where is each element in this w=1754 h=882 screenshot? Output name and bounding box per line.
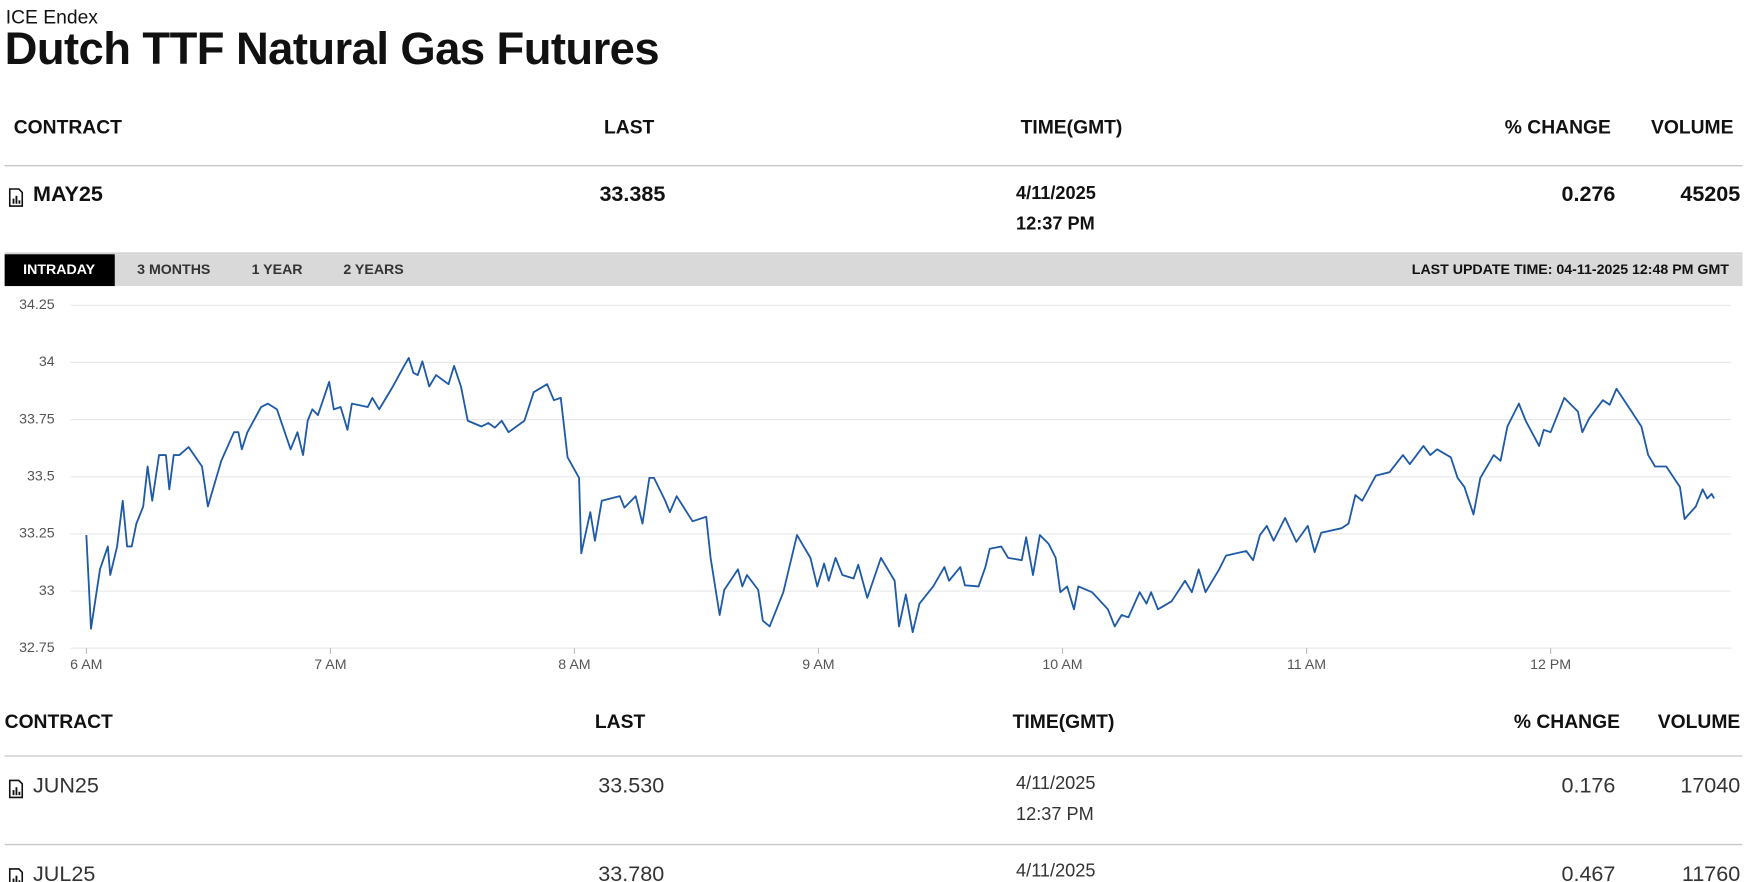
column-header: VOLUME (1651, 117, 1734, 138)
contract[interactable]: JUL25 (33, 861, 95, 882)
column-header: TIME(GMT) (1021, 117, 1123, 138)
date: 4/11/2025 (1016, 773, 1095, 793)
y-tick-label: 33 (39, 583, 55, 599)
tab[interactable]: 2 YEARS (343, 262, 403, 278)
date: 4/11/2025 (1016, 183, 1096, 203)
column-header: CONTRACT (5, 712, 113, 733)
volume: 11760 (1682, 861, 1740, 882)
y-tick-label: 32.75 (19, 640, 55, 656)
tab[interactable]: 3 MONTHS (137, 262, 210, 278)
active-tab[interactable] (4, 254, 115, 287)
y-tick-label: 33.5 (27, 469, 55, 485)
change: 0.467 (1561, 861, 1615, 882)
column-header: LAST (595, 712, 646, 733)
contract[interactable]: MAY25 (33, 181, 103, 206)
volume: 17040 (1680, 772, 1740, 797)
x-tick-label: 11 AM (1287, 657, 1326, 673)
last: 33.780 (598, 861, 664, 882)
y-tick-label: 33.75 (19, 411, 55, 427)
x-tick-label: 6 AM (70, 657, 102, 673)
x-tick-label: 8 AM (558, 657, 590, 673)
last-update: LAST UPDATE TIME: 04-11-2025 12:48 PM GM… (1412, 262, 1729, 278)
y-tick-label: 33.25 (19, 526, 55, 542)
x-tick-label: 12 PM (1530, 657, 1571, 673)
x-tick-label: 10 AM (1042, 657, 1082, 673)
tab[interactable]: INTRADAY (23, 262, 95, 278)
chart-icon[interactable] (8, 188, 24, 207)
column-header: % CHANGE (1514, 712, 1620, 733)
last: 33.530 (598, 772, 664, 797)
tab[interactable]: 1 YEAR (252, 262, 303, 278)
x-tick-label: 9 AM (802, 657, 834, 673)
y-tick-label: 34.25 (19, 297, 55, 313)
chart-icon[interactable] (8, 868, 24, 882)
column-header: VOLUME (1658, 712, 1741, 733)
column-header: TIME(GMT) (1013, 712, 1115, 733)
exchange: ICE Endex (6, 7, 99, 28)
column-header: LAST (604, 117, 655, 138)
tab-bar (4, 254, 1743, 287)
last: 33.385 (599, 181, 665, 206)
date: 4/11/2025 (1016, 861, 1095, 881)
column-header: CONTRACT (14, 117, 122, 138)
volume: 45205 (1680, 181, 1740, 206)
price-line (85, 357, 1715, 634)
change: 0.276 (1561, 181, 1615, 206)
contract[interactable]: JUN25 (33, 772, 99, 797)
page-title: Dutch TTF Natural Gas Futures (5, 23, 659, 74)
y-tick-label: 34 (39, 354, 55, 370)
chart: 32.75 33 33.25 33.5 33.75 34 34.25 6 AM 7 AM 8 AM… (19, 297, 1732, 673)
time: 12:37 PM (1016, 214, 1095, 234)
column-header: % CHANGE (1505, 117, 1611, 138)
x-tick-label: 7 AM (314, 657, 346, 673)
time: 12:37 PM (1016, 804, 1094, 824)
chart-icon[interactable] (8, 779, 24, 799)
change: 0.176 (1561, 772, 1615, 797)
